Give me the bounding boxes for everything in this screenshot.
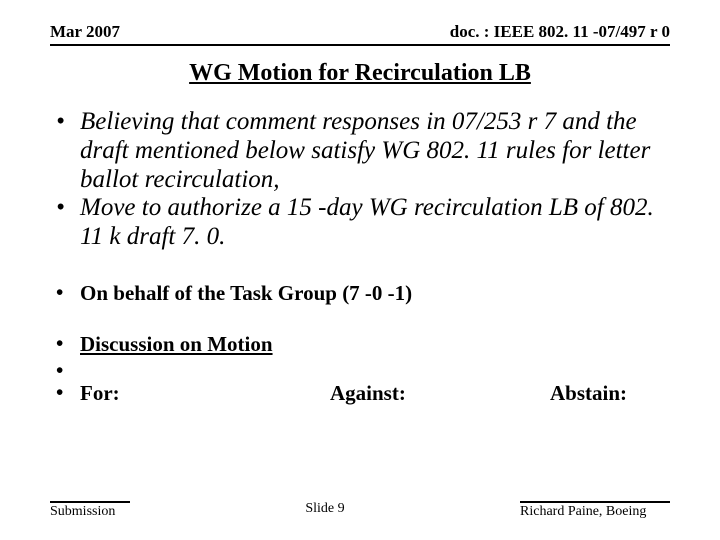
footer-left: Submission bbox=[50, 501, 130, 520]
bullet-move: Move to authorize a 15 -day WG recircula… bbox=[50, 194, 680, 252]
slide-body: Believing that comment responses in 07/2… bbox=[50, 108, 680, 408]
slide-header: Mar 2007 doc. : IEEE 802. 11 -07/497 r 0 bbox=[50, 22, 670, 46]
bullet-list-3: Discussion on Motion For: Against: Absta… bbox=[50, 331, 680, 408]
bullet-vote-row: For: Against: Abstain: bbox=[50, 380, 680, 407]
vote-abstain-label: Abstain: bbox=[550, 380, 680, 407]
vote-for-label: For: bbox=[80, 380, 330, 407]
bullet-discussion: Discussion on Motion bbox=[50, 331, 680, 358]
bullet-believing: Believing that comment responses in 07/2… bbox=[50, 108, 680, 194]
discussion-label: Discussion on Motion bbox=[80, 332, 273, 356]
bullet-blank bbox=[50, 358, 680, 380]
footer-center: Slide 9 bbox=[130, 501, 520, 520]
slide-title: WG Motion for Recirculation LB bbox=[0, 60, 720, 87]
footer-right: Richard Paine, Boeing bbox=[520, 501, 670, 520]
bullet-list-2: On behalf of the Task Group (7 -0 -1) bbox=[50, 280, 680, 307]
vote-against-label: Against: bbox=[330, 380, 550, 407]
bullet-list: Believing that comment responses in 07/2… bbox=[50, 108, 680, 252]
header-docnum: doc. : IEEE 802. 11 -07/497 r 0 bbox=[450, 22, 670, 42]
slide: Mar 2007 doc. : IEEE 802. 11 -07/497 r 0… bbox=[0, 0, 720, 540]
slide-footer: Submission Slide 9 Richard Paine, Boeing bbox=[50, 501, 670, 520]
bullet-behalf: On behalf of the Task Group (7 -0 -1) bbox=[50, 280, 680, 307]
header-date: Mar 2007 bbox=[50, 22, 120, 42]
vote-row: For: Against: Abstain: bbox=[80, 380, 680, 407]
